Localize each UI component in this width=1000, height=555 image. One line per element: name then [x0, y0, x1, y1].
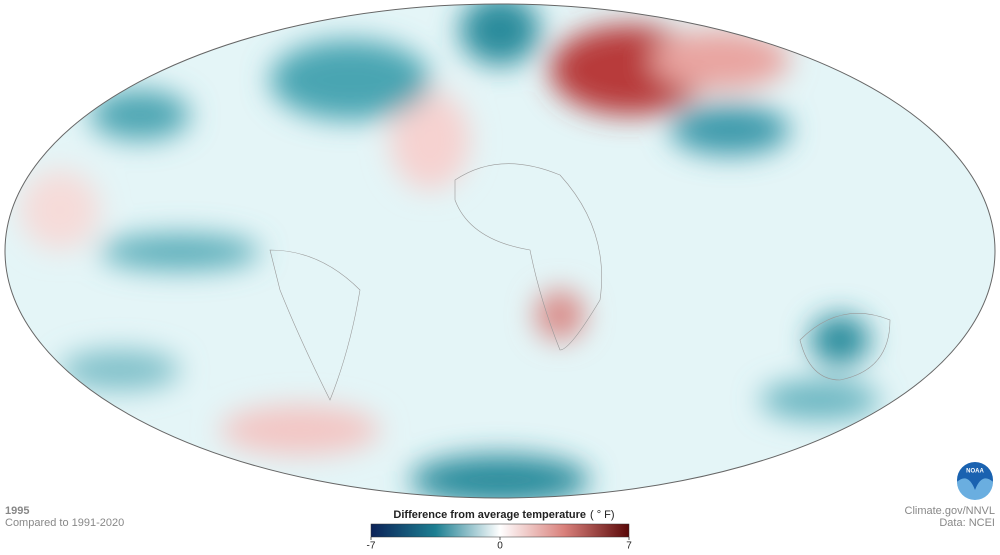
color-scale [370, 523, 630, 538]
coastlines [269, 163, 891, 401]
credit-data: Data: NCEI [939, 517, 995, 529]
legend-title: Difference from average temperature [393, 509, 586, 521]
tick-label: -7 [367, 541, 376, 552]
baseline: Compared to 1991-2020 [5, 517, 124, 529]
anomaly-blobs [20, 4, 880, 498]
logo-text: NOAA [966, 469, 984, 475]
tick-label: 7 [626, 541, 632, 552]
tick-label: 0 [497, 541, 503, 552]
credit-source: Climate.gov/NNVL [905, 505, 995, 517]
map-field [5, 4, 995, 498]
year: 1995 [5, 505, 29, 517]
legend-unit: ( ° F) [590, 509, 615, 521]
noaa-logo: NOAA [957, 462, 993, 500]
legend-ticks: -7 0 7 [367, 537, 632, 552]
globe-outline [4, 3, 996, 499]
